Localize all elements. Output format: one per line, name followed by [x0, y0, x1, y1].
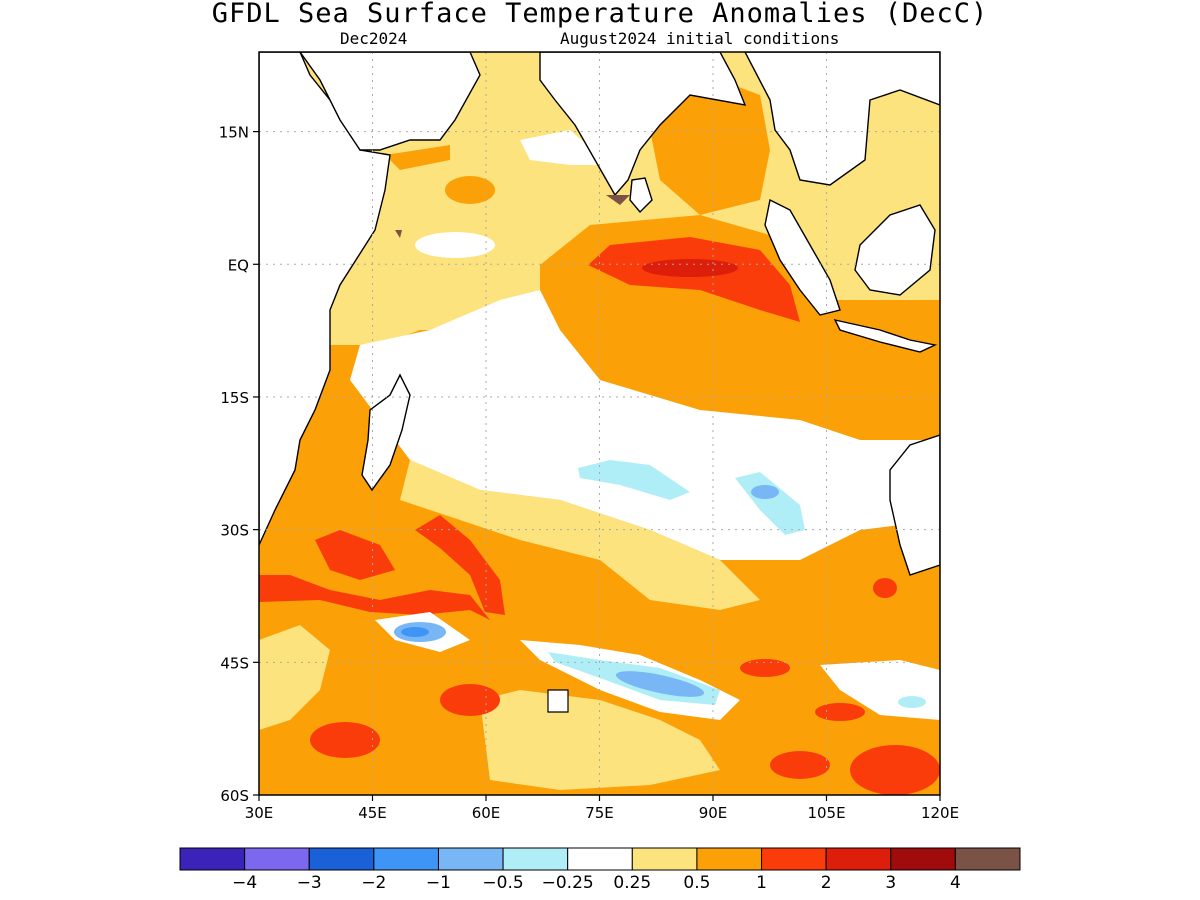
india-land	[539, 52, 747, 197]
colorbar-swatch	[437, 847, 504, 871]
colorbar-swatch	[567, 847, 633, 871]
anomaly-south-darkblue-1	[401, 627, 429, 637]
anomaly-south-blue-2	[615, 671, 705, 697]
colorbar-swatch	[890, 847, 956, 871]
colorbar-label: −2	[361, 873, 386, 893]
colorbar-label: 3	[885, 873, 896, 893]
colorbar-label: 2	[821, 873, 832, 893]
colorbar-label: 1	[756, 873, 767, 893]
anomaly-sw-yellow	[259, 625, 330, 730]
lat-tick-label: 45S	[220, 654, 249, 672]
colorbar-swatch	[761, 847, 827, 871]
forecast-month-label: Dec2024	[340, 29, 408, 48]
colorbar: −4 −3 −2 −1 −0.5 −0.25 0.25 0.5 1 2 3 4	[179, 847, 1021, 893]
anomaly-eq-red	[588, 237, 800, 322]
anomaly-se-lightblue	[898, 696, 926, 708]
socotra-land	[395, 230, 402, 238]
colorbar-swatch	[373, 847, 439, 871]
anomaly-arabian-orange	[385, 145, 450, 170]
anomaly-south-red-5	[310, 722, 380, 758]
lat-tick-label: 60S	[220, 787, 249, 805]
colorbar-label: 0.25	[613, 873, 651, 893]
anomaly-mid-white-band	[350, 290, 940, 560]
anomaly-bengal-orange	[650, 80, 770, 215]
colorbar-swatch	[825, 847, 892, 871]
java-land	[833, 318, 938, 353]
land-masses	[259, 52, 940, 713]
anomaly-south-red-9	[850, 745, 940, 795]
colorbar-swatch	[179, 847, 246, 871]
lon-tick-label: 75E	[585, 804, 614, 822]
colorbar-label: −4	[232, 873, 257, 893]
initial-conditions-label: August2024 initial conditions	[560, 29, 840, 48]
anomaly-blue-1	[751, 485, 779, 499]
anomaly-south-red-3	[415, 515, 505, 615]
kerguelen-land	[547, 689, 569, 713]
colorbar-swatch	[696, 847, 763, 871]
colorbar-label: −3	[297, 873, 322, 893]
maldives-land	[606, 195, 630, 205]
colorbar-label: −0.5	[482, 873, 523, 893]
lat-tick-label: EQ	[228, 256, 249, 274]
australia-land	[889, 434, 940, 576]
anomaly-south-red-10	[873, 578, 897, 598]
anomaly-south-red-6	[770, 751, 830, 779]
colorbar-label: −0.25	[542, 873, 594, 893]
lat-tick-label: 15N	[219, 124, 249, 142]
lon-tick-label: 120E	[921, 804, 959, 822]
borneo-land	[854, 204, 936, 296]
arabia-land	[299, 52, 481, 151]
anomaly-india-white	[520, 130, 610, 165]
anomaly-lightblue-2	[735, 472, 805, 535]
lat-tick-label: 15S	[220, 389, 249, 407]
anomaly-lightblue-1	[578, 460, 690, 500]
anomaly-south-red-8	[740, 659, 790, 677]
longitude-axis: 30E 45E 60E 75E 90E 105E 120E	[245, 795, 959, 822]
anomaly-south-red-4	[440, 684, 500, 716]
anomaly-south-red-1	[259, 575, 490, 620]
colorbar-label: 0.5	[683, 873, 710, 893]
madagascar-land	[361, 373, 411, 492]
gridlines	[259, 52, 940, 795]
lon-tick-label: 30E	[245, 804, 274, 822]
colorbar-swatch	[244, 847, 310, 871]
lon-tick-label: 60E	[472, 804, 501, 822]
anomaly-somali-white	[415, 232, 495, 258]
colorbar-swatch	[308, 847, 375, 871]
chart-title: GFDL Sea Surface Temperature Anomalies (…	[211, 0, 989, 29]
colorbar-label: 4	[950, 873, 961, 893]
anomaly-south-red-7	[815, 703, 865, 721]
anomaly-arabian-orange-2	[445, 176, 495, 204]
colorbar-swatch	[954, 847, 1021, 871]
lon-tick-label: 90E	[699, 804, 728, 822]
lon-tick-label: 45E	[358, 804, 387, 822]
sri-lanka-land	[629, 177, 653, 214]
anomaly-mid-yellow-edge	[400, 460, 760, 610]
anomaly-eq-darkred	[642, 259, 738, 277]
colorbar-label: −1	[426, 873, 451, 893]
africa-land	[259, 52, 391, 546]
lat-tick-label: 30S	[220, 522, 249, 540]
sumatra-land	[764, 198, 841, 316]
colorbar-swatch	[631, 847, 698, 871]
latitude-axis: 15N EQ 15S 30S 45S 60S	[219, 124, 259, 805]
anomaly-south-red-2	[315, 530, 395, 580]
lon-tick-label: 105E	[807, 804, 845, 822]
se-asia-land	[744, 52, 940, 186]
colorbar-swatch	[502, 847, 569, 871]
